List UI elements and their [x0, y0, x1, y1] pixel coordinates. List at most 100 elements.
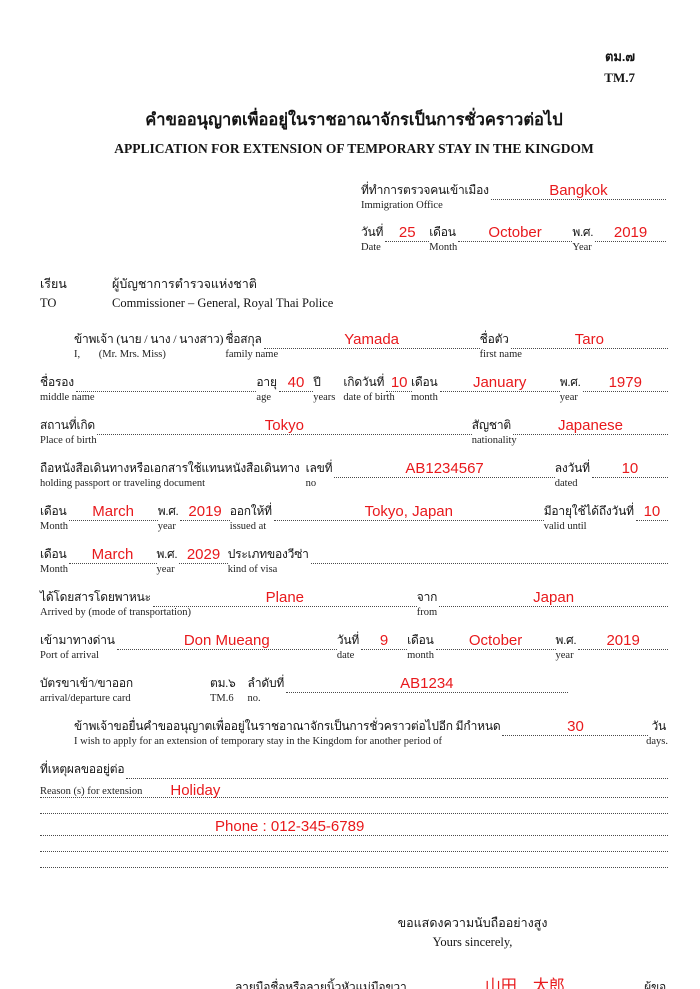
passport-dated-value: 10 [621, 460, 639, 478]
passport-dated-line: 10 [591, 460, 668, 479]
office-year-label-en: Year [572, 241, 592, 253]
signature-line: 山田 太郎 [409, 978, 642, 989]
departure-card-label-en: arrival/departure card [40, 693, 131, 705]
valid-year-label-en: year [156, 564, 175, 576]
office-month-value: October [488, 223, 542, 241]
passport-dated-label-en: dated [554, 478, 578, 490]
office-year-line: 2019 [595, 224, 666, 242]
tm6-label-en: TM.6 [210, 693, 234, 705]
to-label-en: TO [40, 295, 57, 310]
signature-block: ลายมือชื่อหรือลายนิ้วหัวแม่มือขวา 山田 太郎 … [235, 976, 668, 989]
office-value: Bangkok [549, 181, 608, 199]
passport-year-value: 2019 [188, 503, 222, 521]
middle-name-line [75, 377, 257, 393]
arrival-date-label-en: date [336, 650, 355, 662]
closing-en: Yours sincerely, [432, 935, 513, 950]
arrived-by-label-th: ได้โดยสารโดยพาหนะ [40, 590, 151, 605]
extension-label-th: ข้าพเจ้าขอยื่นคำขออนุญาตเพื่ออยู่ในราชอา… [74, 719, 501, 734]
applicant-role-th: ผู้ขอ [644, 979, 666, 989]
valid-until-label-th: มีอายุใช้ได้ถึงวันที่ [543, 504, 634, 519]
arrived-by-label-en: Arrived by (mode of transportation) [40, 607, 192, 619]
row-departure-card: บัตรขาเข้า/ขาออก arrival/departure card … [40, 672, 668, 708]
reason-line [126, 764, 668, 780]
nationality-line: Japanese [512, 417, 668, 436]
valid-year-label-th: พ.ศ. [156, 547, 178, 562]
arrival-month-label-th: เดือน [407, 633, 434, 648]
tm6-label-th: ตม.๖ [210, 676, 236, 691]
age-label-th: อายุ [256, 375, 277, 390]
age-value: 40 [287, 374, 305, 392]
extension-label-en: I wish to apply for an extension of temp… [74, 736, 442, 748]
issued-at-line: Tokyo, Japan [273, 503, 544, 522]
nationality-label-en: nationality [471, 435, 517, 447]
office-month-line: October [457, 223, 573, 242]
passport-month-value: March [92, 503, 134, 521]
office-month-label-en: Month [429, 241, 458, 253]
row-name: ข้าพเจ้า (นาย / นาง / นางสาว) I, (Mr. Mr… [40, 328, 668, 364]
passport-no-line: AB1234567 [334, 460, 555, 479]
card-no-label-th: ลำดับที่ [247, 676, 285, 691]
birth-year-line: 1979 [582, 374, 668, 393]
arrival-date-value: 9 [379, 632, 389, 650]
extension-value: 30 [567, 718, 584, 736]
place-of-birth-label-en: Place of birth [40, 435, 97, 447]
passport-label-th: ถือหนังสือเดินทางหรือเอกสารใช้แทนหนังสือ… [40, 461, 300, 476]
extension-unit-th: วัน [651, 719, 666, 734]
reason-value: Holiday [170, 782, 221, 800]
arrived-from-line: Japan [439, 589, 668, 608]
extension-line: 30 [502, 718, 649, 737]
visa-kind-label-en: kind of visa [227, 564, 278, 576]
visa-kind-line [310, 549, 668, 565]
family-name-label-th: ชื่อสกุล [225, 332, 262, 347]
reason-continuation-line-2 [40, 798, 668, 815]
passport-year-label-en: year [157, 521, 176, 533]
arrived-by-line: Plane [152, 589, 417, 608]
valid-until-value: 10 [643, 503, 661, 521]
row-arrived-by: ได้โดยสารโดยพาหนะ Plane Arrived by (mode… [40, 586, 668, 622]
age-unit-label-th: ปี [313, 375, 321, 390]
phone-note-value: Phone : 012-345-6789 [215, 818, 365, 836]
place-of-birth-value: Tokyo [264, 417, 304, 435]
office-line: Bangkok [490, 181, 666, 200]
passport-month-label-en: Month [40, 521, 69, 533]
arrived-from-value: Japan [533, 589, 575, 607]
age-unit-label-en: years [313, 392, 336, 404]
office-date-value: 25 [398, 223, 416, 241]
nationality-label-th: สัญชาติ [471, 418, 511, 433]
extension-unit-en: days. [646, 736, 668, 748]
first-name-label-en: first name [479, 349, 522, 361]
signature-value: 山田 太郎 [484, 977, 565, 989]
row-place-of-birth: สถานที่เกิด Tokyo Place of birth สัญชาติ… [40, 414, 668, 450]
reason-continuation-line-1: Reason (s) for extension Holiday [40, 779, 668, 800]
arrived-from-label-en: from [416, 607, 438, 619]
office-block: ที่ทำการตรวจคนเข้าเมือง Bangkok Immigrat… [361, 177, 666, 257]
passport-dated-label-th: ลงวันที่ [554, 461, 590, 476]
form-code-th: ตม.๗ [604, 49, 635, 64]
age-label-en: age [256, 392, 271, 404]
arrival-year-label-en: year [555, 650, 574, 662]
birth-date-line: 10 [386, 374, 413, 393]
office-month-label-th: เดือน [429, 224, 456, 239]
port-of-arrival-label-en: Port of arrival [40, 650, 99, 662]
reason-label-en: Reason (s) for extension [40, 786, 143, 798]
arrival-month-line: October [435, 632, 556, 651]
departure-card-label-th: บัตรขาเข้า/ขาออก [40, 676, 133, 691]
birth-year-label-en: year [559, 392, 578, 404]
card-no-line: AB1234 [286, 675, 568, 694]
issued-at-label-th: ออกให้ที่ [229, 504, 272, 519]
arrival-month-label-en: month [407, 650, 434, 662]
passport-year-label-th: พ.ศ. [157, 504, 179, 519]
arrival-year-label-th: พ.ศ. [555, 633, 577, 648]
passport-month-label-th: เดือน [40, 504, 67, 519]
passport-month-line: March [68, 503, 158, 522]
port-of-arrival-value: Don Mueang [183, 632, 270, 650]
office-date-label-en: Date [361, 241, 381, 253]
family-name-label-en: family name [225, 349, 279, 361]
to-label-th: เรียน [40, 276, 67, 291]
passport-label-en: holding passport or traveling document [40, 478, 206, 490]
row-birth: ชื่อรอง middle name อายุ 40 age ปี [40, 371, 668, 407]
issued-at-label-en: issued at [229, 521, 267, 533]
office-year-label-th: พ.ศ. [572, 224, 594, 239]
passport-year-line: 2019 [180, 503, 230, 522]
